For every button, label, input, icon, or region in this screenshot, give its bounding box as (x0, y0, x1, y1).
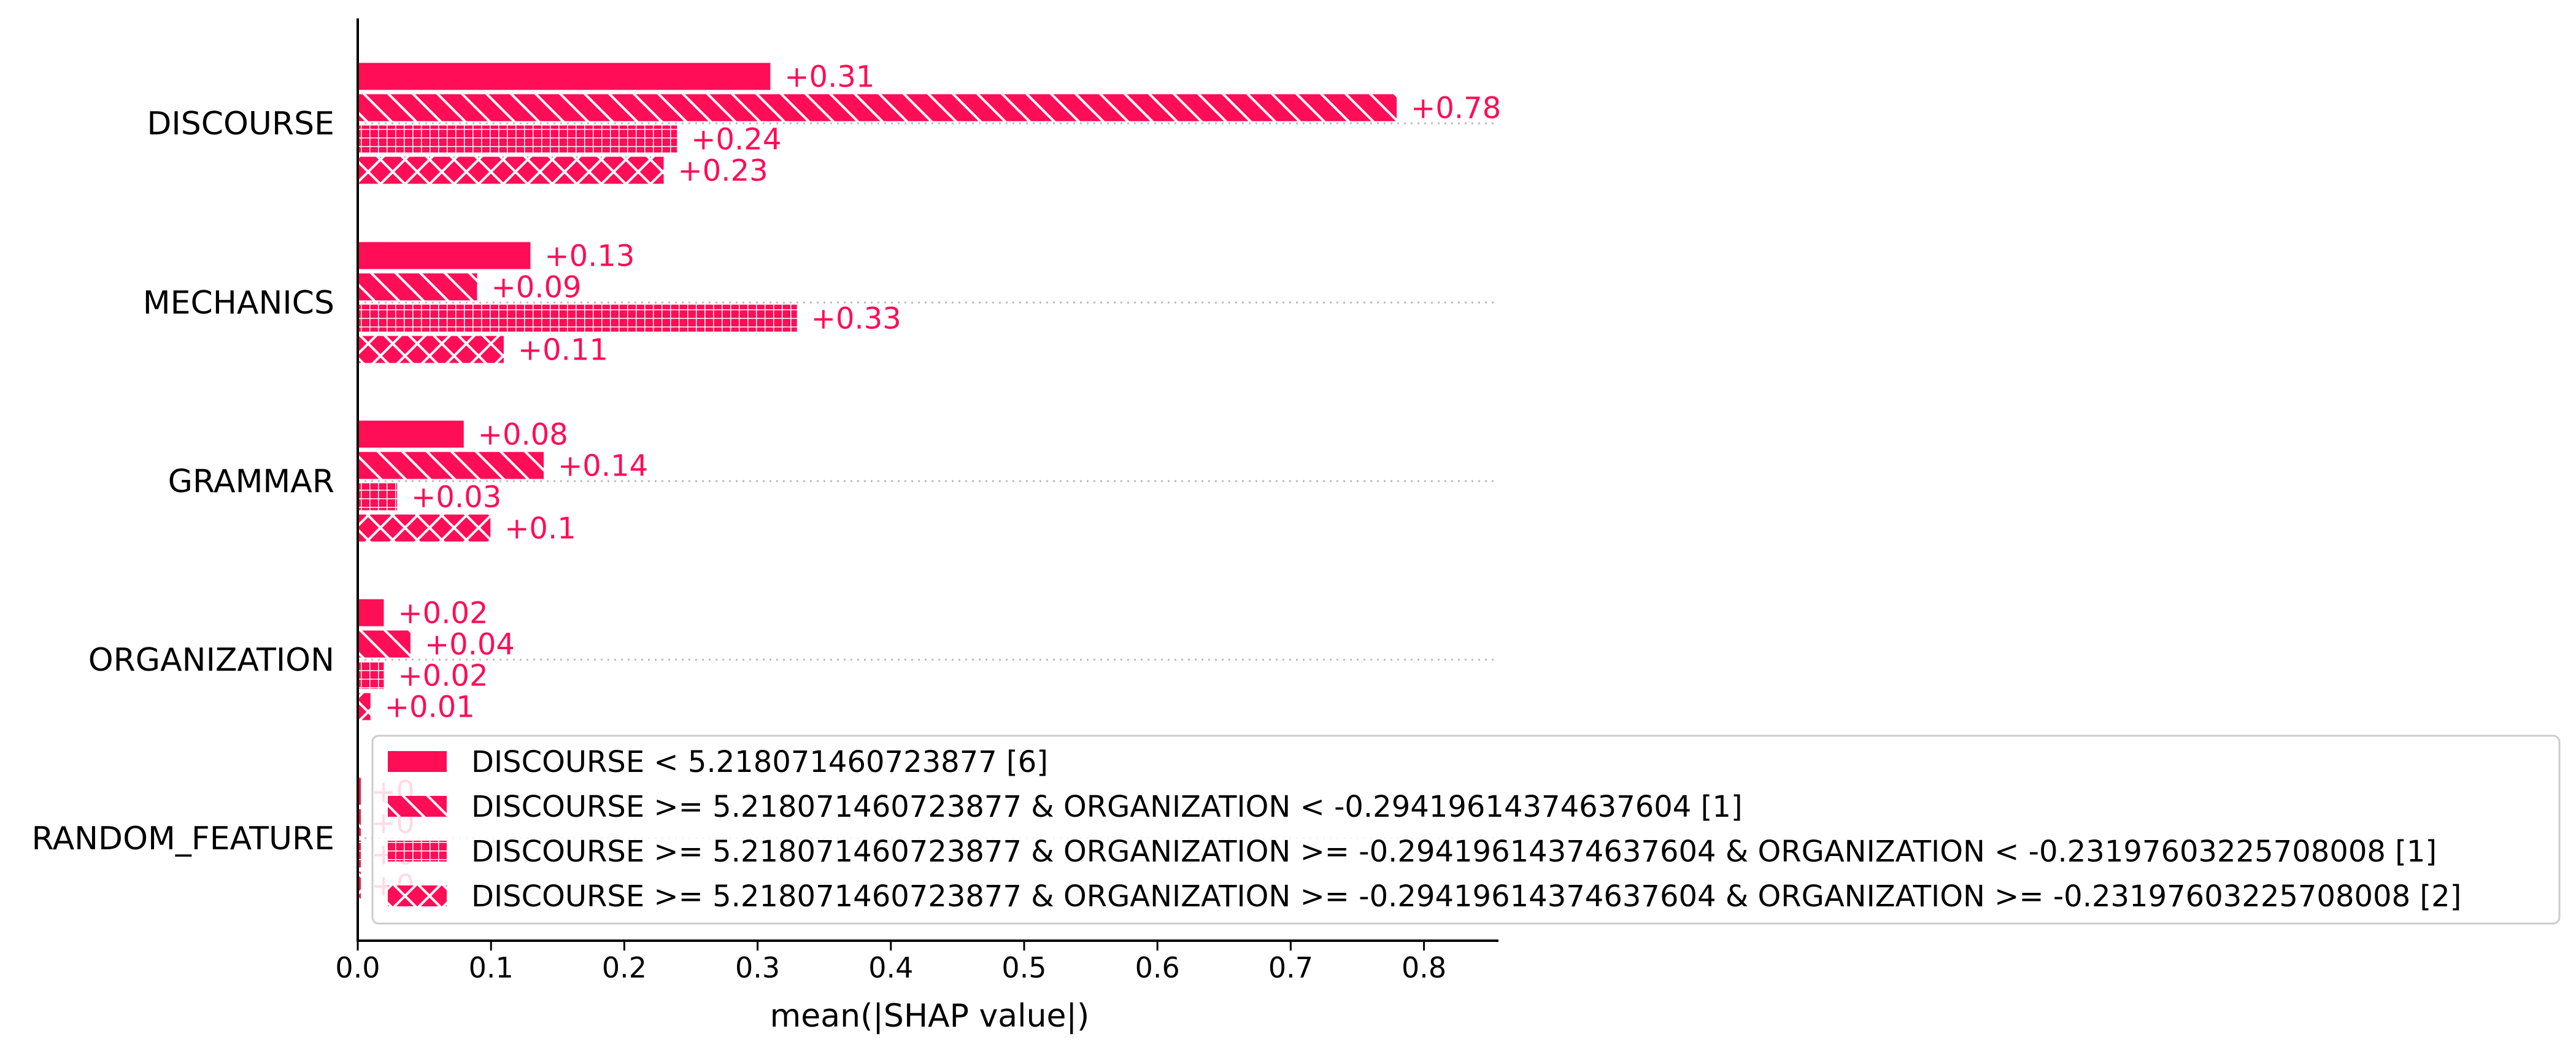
legend-label: DISCOURSE >= 5.218071460723877 & ORGANIZ… (471, 790, 1743, 824)
bar-value-label: +0.03 (411, 480, 501, 515)
x-axis-label: mean(|SHAP value|) (770, 998, 1090, 1035)
bar (357, 272, 479, 302)
bar-value-label: +0.1 (504, 512, 576, 546)
x-tick-label: 0.8 (1402, 951, 1446, 984)
bar (357, 155, 665, 185)
legend-swatch (388, 885, 447, 906)
bar-value-label: +0.11 (518, 333, 608, 368)
bars-group (357, 61, 1398, 900)
bar-value-label: +0.33 (811, 302, 901, 336)
legend-item: DISCOURSE >= 5.218071460723877 & ORGANIZ… (388, 879, 2461, 914)
bar (357, 692, 372, 722)
bar-value-label: +0.01 (385, 690, 475, 725)
bar (357, 303, 798, 333)
bar (357, 450, 546, 480)
bar (357, 629, 412, 659)
x-tick-label: 0.3 (735, 951, 780, 984)
bar-value-label: +0.24 (691, 123, 781, 157)
axes (357, 18, 1498, 942)
bar-value-label: +0.08 (478, 418, 568, 452)
y-category-label: DISCOURSE (147, 106, 334, 142)
bar (357, 660, 385, 690)
y-category-label: MECHANICS (143, 285, 334, 322)
y-axis-category-labels: DISCOURSE MECHANICS GRAMMAR ORGANIZATION RAN… (32, 106, 334, 857)
bar (357, 241, 532, 271)
bar-value-label: +0.23 (678, 154, 768, 188)
x-tick-label: 0.2 (602, 951, 647, 984)
bar (357, 61, 772, 91)
bar-value-labels: +0.31 +0.78 +0.24+0.23 +0.13+0.09 +0.33 +0.11… (371, 60, 1501, 903)
category-gridlines (358, 122, 1498, 839)
bar (357, 419, 465, 449)
legend: DISCOURSE < 5.218071460723877 [6] DISCOUR… (371, 735, 2561, 925)
bar (357, 598, 385, 628)
legend-label: DISCOURSE < 5.218071460723877 [6] (471, 745, 1048, 779)
legend-label: DISCOURSE >= 5.218071460723877 & ORGANIZ… (471, 835, 2437, 869)
x-axis-ticks: 0.0 0.1 0.2 0.3 0.4 0.5 0.6 0.7 0.8 (335, 941, 1446, 984)
legend-item: DISCOURSE >= 5.218071460723877 & ORGANIZ… (388, 835, 2437, 869)
legend-item: DISCOURSE >= 5.218071460723877 & ORGANIZ… (388, 790, 1743, 824)
legend-item: DISCOURSE < 5.218071460723877 [6] (388, 745, 1048, 779)
bar-value-label: +0.09 (491, 271, 581, 305)
legend-swatch (388, 796, 447, 817)
legend-swatch (388, 841, 447, 862)
x-tick-label: 0.0 (335, 951, 380, 984)
bar (357, 93, 1398, 123)
x-tick-label: 0.6 (1135, 951, 1180, 984)
x-tick-label: 0.7 (1268, 951, 1313, 984)
bar (357, 513, 492, 543)
legend-box (371, 735, 2561, 925)
legend-swatch (388, 751, 447, 772)
bar-value-label: +0.04 (425, 628, 515, 662)
bar-value-label: +0.13 (544, 239, 634, 274)
bar-value-label: +0.02 (398, 596, 488, 631)
y-category-label: RANDOM_FEATURE (32, 820, 334, 857)
bar-value-label: +0.78 (1411, 91, 1501, 126)
bar-value-label: +0.31 (784, 60, 874, 94)
y-category-label: GRAMMAR (168, 463, 334, 500)
legend-label: DISCOURSE >= 5.218071460723877 & ORGANIZ… (471, 879, 2461, 914)
x-tick-label: 0.1 (469, 951, 514, 984)
bar-value-label: +0.02 (398, 659, 488, 693)
bar (357, 334, 505, 364)
bar (357, 482, 399, 512)
bar-value-label: +0.14 (558, 449, 648, 484)
bar (357, 124, 679, 154)
y-category-label: ORGANIZATION (88, 642, 334, 679)
x-tick-label: 0.4 (868, 951, 913, 984)
x-tick-label: 0.5 (1001, 951, 1046, 984)
